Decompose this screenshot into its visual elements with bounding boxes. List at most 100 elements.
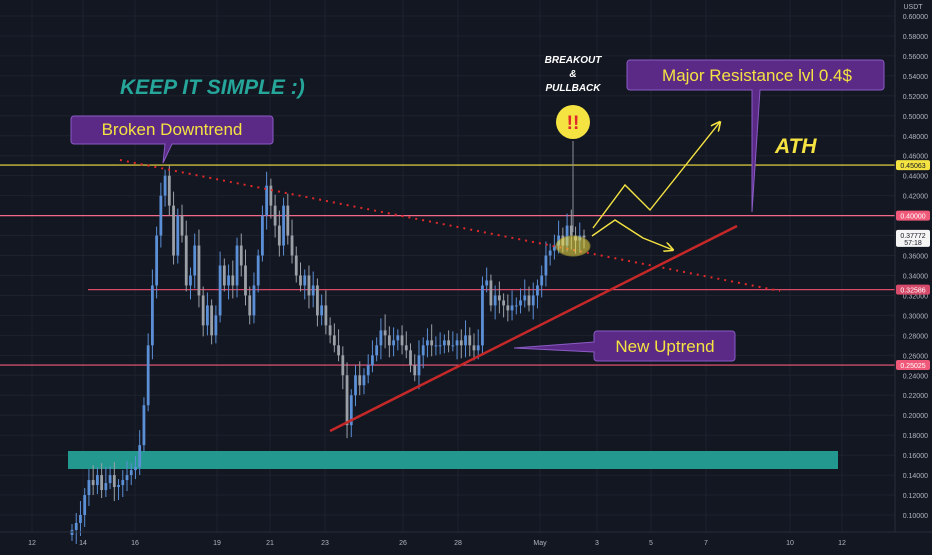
price-tick-label: 0.46000 <box>903 154 928 161</box>
candle-body <box>349 395 353 426</box>
major-resistance-label: Major Resistance lvl 0.4$ <box>662 66 852 85</box>
candle-body <box>548 250 552 256</box>
price-axis-bg[interactable] <box>895 0 932 550</box>
candle-body <box>134 467 137 471</box>
price-tick-label: 0.10000 <box>903 513 928 520</box>
price-tick-label: 0.22000 <box>903 393 928 400</box>
candle-body <box>540 275 544 286</box>
candle-body <box>472 345 476 351</box>
candle-body <box>265 185 269 216</box>
support-zone <box>68 451 838 469</box>
candle-body <box>244 265 247 296</box>
downtrend-line <box>119 159 781 292</box>
candle-body <box>464 335 467 346</box>
candle-body <box>396 335 400 341</box>
price-tick-label: 0.18000 <box>903 433 928 440</box>
candle-body <box>112 475 116 488</box>
candle-body <box>138 445 142 468</box>
price-tick-label: 0.56000 <box>903 54 928 61</box>
ath-label: ATH <box>774 135 817 158</box>
candle-body <box>172 205 175 256</box>
candle-body <box>155 235 159 286</box>
candle-body <box>481 285 484 346</box>
breakout-label-line3: PULLBACK <box>546 83 602 94</box>
candle-body <box>332 335 336 346</box>
level-price-label: 0.45063 <box>900 163 925 170</box>
countdown-label: 57:18 <box>904 240 922 247</box>
candle-body <box>201 295 205 326</box>
candle-body <box>95 475 99 486</box>
candle-body <box>299 275 302 286</box>
candle-body <box>375 345 379 356</box>
candle-body <box>117 485 120 488</box>
candle-body <box>404 345 408 351</box>
current-price-label: 0.37772 <box>900 233 925 240</box>
price-tick-label: 0.24000 <box>903 373 928 380</box>
candle-body <box>565 225 569 246</box>
candle-body <box>150 285 154 346</box>
price-tick-label: 0.16000 <box>903 453 928 460</box>
level-price-label: 0.32586 <box>900 288 925 295</box>
time-tick-label: 21 <box>266 540 274 547</box>
candle-body <box>320 305 324 316</box>
candle-body <box>362 375 366 386</box>
candle-body <box>273 205 277 226</box>
time-tick-label: 26 <box>399 540 407 547</box>
candle-body <box>294 255 298 276</box>
time-tick-label: 28 <box>454 540 462 547</box>
candle-body <box>324 305 328 326</box>
candle-body <box>125 475 129 481</box>
price-tick-label: 0.12000 <box>903 493 928 500</box>
candle-body <box>146 345 150 406</box>
candle-body <box>290 235 294 256</box>
candle-body <box>531 295 535 306</box>
candle-body <box>417 355 421 376</box>
candle-body <box>129 470 133 476</box>
alert-icon-text: !! <box>567 113 580 134</box>
level-price-label: 0.25025 <box>900 363 925 370</box>
candle-body <box>476 345 480 351</box>
candle-body <box>100 475 104 491</box>
candle-body <box>303 275 307 286</box>
level-price-label: 0.40000 <box>900 214 925 221</box>
candle-body <box>430 340 434 346</box>
candle-body <box>121 480 125 486</box>
broken-downtrend-callout <box>70 115 274 164</box>
candle-body <box>269 185 273 206</box>
projection-arrow-pullback <box>591 219 673 250</box>
uptrend-line <box>329 224 738 433</box>
candle-body <box>354 375 357 396</box>
candle-body <box>218 265 222 316</box>
candle-body <box>523 295 527 301</box>
candle-body <box>311 285 315 296</box>
candle-body <box>193 245 197 276</box>
candle-body <box>489 280 493 306</box>
candle-body <box>235 245 239 286</box>
time-tick-label: 3 <box>595 540 599 547</box>
candle-body <box>582 235 586 238</box>
candle-body <box>392 340 395 346</box>
candle-body <box>163 175 167 196</box>
candle-body <box>79 515 82 523</box>
new-uptrend-label: New Uptrend <box>615 337 714 356</box>
time-tick-label: 23 <box>321 540 329 547</box>
time-axis[interactable]: 12 14 16 19 21 23 26 28 May 3 5 7 10 12 <box>28 540 846 547</box>
candle-body <box>87 480 91 496</box>
candle-body <box>167 175 171 206</box>
candle-body <box>91 480 95 486</box>
candle-body <box>485 280 489 286</box>
candle-body <box>337 345 340 356</box>
candle-body <box>222 265 226 286</box>
candle-body <box>400 335 404 346</box>
candle-body <box>282 205 285 246</box>
breakout-highlight <box>555 235 591 257</box>
candle-body <box>510 305 514 311</box>
time-tick-label: 14 <box>79 540 87 547</box>
candle-body <box>421 345 425 356</box>
time-tick-label: 16 <box>131 540 139 547</box>
candle-body <box>176 215 180 256</box>
price-tick-label: 0.28000 <box>903 333 928 340</box>
candle-body <box>231 275 235 286</box>
